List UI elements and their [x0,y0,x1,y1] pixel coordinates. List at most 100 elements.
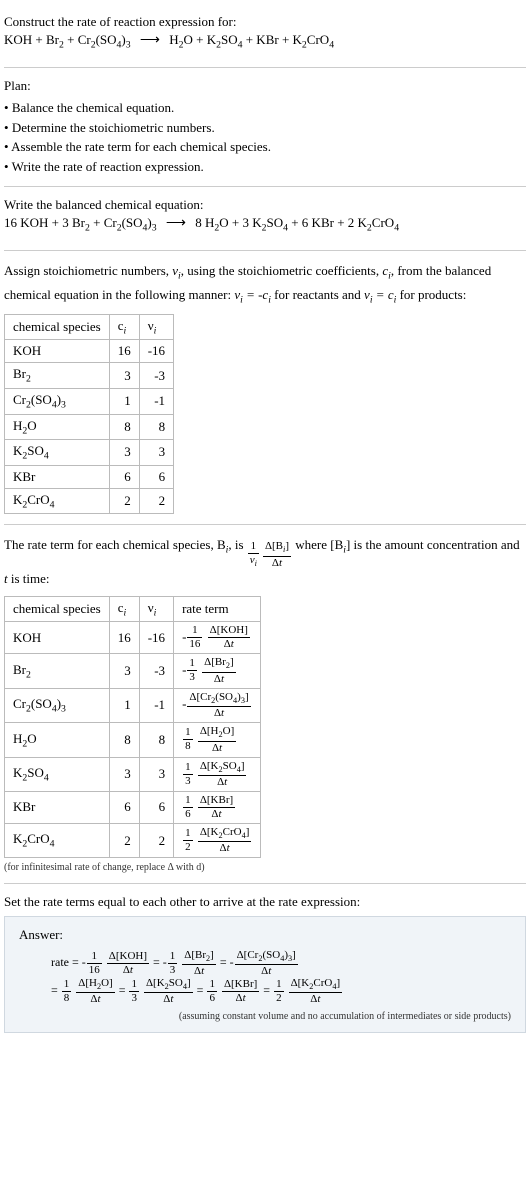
c-cell: 3 [109,757,139,791]
species-cell: K2SO4 [5,757,110,791]
v-cell: -3 [139,363,173,389]
unbalanced-equation: KOH + Br2 + Cr2(SO4)3 ⟶ H2O + K2SO4 + KB… [4,30,526,53]
table-row: K2CrO42212 Δ[K2CrO4]Δt [5,823,261,857]
table-header: νi [139,596,173,622]
c-cell: 6 [109,465,139,488]
table-row: K2SO43313 Δ[K2SO4]Δt [5,757,261,791]
rate-formula: 1νi Δ[Bi]Δt [247,541,292,568]
balanced-products: 8 H2O + 3 K2SO4 + 6 KBr + 2 K2CrO4 [195,215,399,230]
table-header: ci [109,314,139,340]
v-cell: -1 [139,389,173,415]
plan-item: Assemble the rate term for each chemical… [4,137,526,157]
rateterm-cell: 12 Δ[K2CrO4]Δt [174,823,261,857]
divider [4,250,526,251]
c-cell: 8 [109,414,139,440]
v-cell: 3 [139,757,173,791]
table-row: K2CrO422 [5,488,174,514]
text: for reactants and [271,287,364,302]
arrow-icon: ⟶ [166,213,186,235]
plan-list: Balance the chemical equation.Determine … [4,98,526,176]
rate-label: rate [51,955,69,969]
rateterm-cell: -13 Δ[Br2]Δt [174,654,261,688]
divider [4,186,526,187]
v-cell: 6 [139,791,173,823]
v-cell: -16 [139,340,173,363]
species-cell: KOH [5,622,110,654]
table-row: Br23-3-13 Δ[Br2]Δt [5,654,261,688]
c-cell: 2 [109,488,139,514]
species-cell: K2CrO4 [5,823,110,857]
v-cell: 6 [139,465,173,488]
species-cell: K2SO4 [5,440,110,466]
table-header: chemical species [5,596,110,622]
answer-box: Answer: rate = -116 Δ[KOH]Δt = -13 Δ[Br2… [4,916,526,1033]
table-row: Cr2(SO4)31-1-Δ[Cr2(SO4)3]Δt [5,688,261,722]
c-cell: 1 [109,688,139,722]
rateterm-cell: 16 Δ[KBr]Δt [174,791,261,823]
text: , using the stoichiometric coefficients, [181,263,383,278]
table-header: chemical species [5,314,110,340]
final-section: Set the rate terms equal to each other t… [4,888,526,1039]
species-cell: Br2 [5,363,110,389]
v-cell: -16 [139,622,173,654]
table-header: ci [109,596,139,622]
reactants: KOH + Br2 + Cr2(SO4)3 [4,32,131,47]
c-cell: 6 [109,791,139,823]
species-cell: H2O [5,414,110,440]
c-cell: 3 [109,440,139,466]
v-cell: -1 [139,688,173,722]
species-cell: Cr2(SO4)3 [5,389,110,415]
table-row: Br23-3 [5,363,174,389]
final-intro: Set the rate terms equal to each other t… [4,894,526,910]
rateterm-note: (for infinitesimal rate of change, repla… [4,862,526,873]
species-cell: KOH [5,340,110,363]
v-cell: 2 [139,488,173,514]
balanced-title: Write the balanced chemical equation: [4,197,526,213]
stoich-intro: Assign stoichiometric numbers, νi, using… [4,261,526,307]
plan-item: Write the rate of reaction expression. [4,157,526,177]
table-row: KOH16-16-116 Δ[KOH]Δt [5,622,261,654]
answer-label: Answer: [19,927,511,943]
rateterm-cell: 13 Δ[K2SO4]Δt [174,757,261,791]
c-cell: 8 [109,723,139,757]
rateterm-cell: -Δ[Cr2(SO4)3]Δt [174,688,261,722]
balanced-equation: 16 KOH + 3 Br2 + Cr2(SO4)3 ⟶ 8 H2O + 3 K… [4,213,526,236]
v-cell: 8 [139,723,173,757]
arrow-icon: ⟶ [140,30,160,52]
species-cell: H2O [5,723,110,757]
table-header: νi [139,314,173,340]
c-cell: 16 [109,340,139,363]
divider [4,67,526,68]
c-cell: 16 [109,622,139,654]
rateterm-table: chemical speciesciνirate termKOH16-16-11… [4,596,261,859]
products: H2O + K2SO4 + KBr + K2CrO4 [169,32,334,47]
v-cell: -3 [139,654,173,688]
species-cell: KBr [5,465,110,488]
rateterm-cell: -116 Δ[KOH]Δt [174,622,261,654]
text: , is [228,537,246,552]
table-row: Cr2(SO4)31-1 [5,389,174,415]
stoich-section: Assign stoichiometric numbers, νi, using… [4,255,526,520]
c-cell: 2 [109,823,139,857]
table-row: K2SO433 [5,440,174,466]
rateterm-intro: The rate term for each chemical species,… [4,535,526,589]
plan-section: Plan: Balance the chemical equation.Dete… [4,72,526,182]
species-cell: Cr2(SO4)3 [5,688,110,722]
divider [4,883,526,884]
eq2: νi = ci [364,287,396,302]
table-row: H2O88 [5,414,174,440]
text: The rate term for each chemical species,… [4,537,226,552]
v-cell: 8 [139,414,173,440]
rate-expression: rate = -116 Δ[KOH]Δt = -13 Δ[Br2]Δt = -Δ… [19,949,511,1005]
c-cell: 3 [109,363,139,389]
plan-item: Determine the stoichiometric numbers. [4,118,526,138]
stoich-table: chemical speciesciνiKOH16-16Br23-3Cr2(SO… [4,314,174,515]
plan-title: Plan: [4,78,526,94]
table-row: KOH16-16 [5,340,174,363]
table-row: H2O8818 Δ[H2O]Δt [5,723,261,757]
nu-symbol: νi [172,263,181,278]
balanced-section: Write the balanced chemical equation: 16… [4,191,526,246]
answer-note: (assuming constant volume and no accumul… [19,1011,511,1022]
species-cell: KBr [5,791,110,823]
text: where [B [295,537,343,552]
